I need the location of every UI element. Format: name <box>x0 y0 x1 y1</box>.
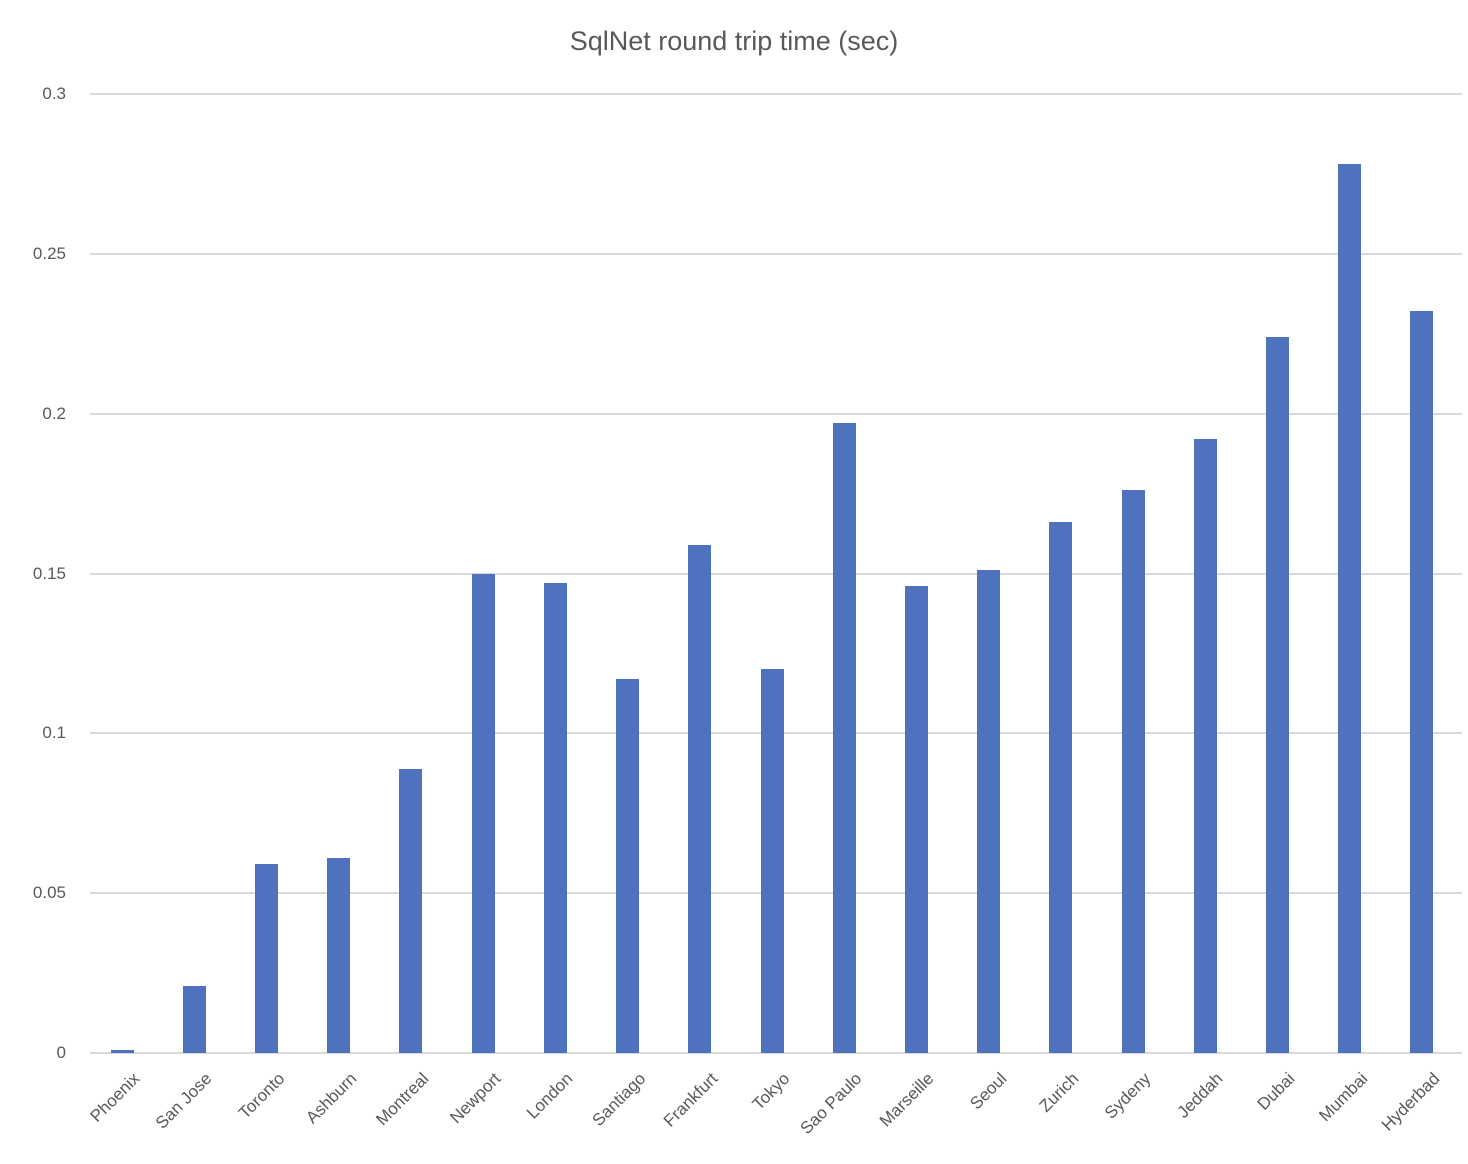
bar-seoul <box>977 570 1001 1053</box>
bar-frankfurt <box>688 544 712 1053</box>
x-tick-label: Tokyo <box>748 1069 794 1114</box>
bar-san-jose <box>182 985 206 1053</box>
y-tick-label: 0.3 <box>42 84 66 103</box>
bar-tokyo <box>760 669 784 1053</box>
bar-hyderbad <box>1410 311 1434 1053</box>
bar-ashburn <box>327 858 351 1053</box>
bar-sao-paulo <box>832 423 856 1053</box>
y-tick-label: 0.25 <box>32 243 66 263</box>
x-tick-label: Zurich <box>1035 1069 1083 1116</box>
bar-toronto <box>255 864 279 1053</box>
x-tick-label: San Jose <box>152 1069 216 1133</box>
bar-sydeny <box>1121 490 1145 1053</box>
x-tick-label: Frankfurt <box>659 1069 722 1131</box>
x-tick-label: Phoenix <box>86 1069 144 1126</box>
y-tick-label: 0.1 <box>42 723 66 743</box>
x-tick-label: Sao Paulo <box>796 1069 866 1138</box>
x-tick-label: Montreal <box>372 1069 433 1130</box>
x-tick-label: Ashburn <box>301 1069 361 1128</box>
y-tick-label: 0.05 <box>32 883 66 903</box>
gridline <box>90 572 1462 575</box>
gridline <box>90 1052 1462 1054</box>
x-tick-label: Marseille <box>876 1069 938 1131</box>
gridline <box>90 93 1462 95</box>
x-tick-label: Sydeny <box>1100 1069 1155 1123</box>
bar-montreal <box>399 768 423 1053</box>
x-tick-label: Newport <box>446 1069 505 1128</box>
y-tick-label: 0.2 <box>42 403 66 423</box>
bar-marseille <box>904 586 928 1053</box>
chart-title: SqlNet round trip time (sec) <box>569 26 899 56</box>
bar-mumbai <box>1338 164 1362 1053</box>
x-tick-label: Toronto <box>234 1069 288 1123</box>
x-tick-label: Mumbai <box>1314 1069 1372 1126</box>
plot-area: 0 0.05 0.1 0.15 0.2 0.25 0.3 Phoenix San Jose Tor… <box>33 84 1462 1138</box>
x-tick-label: London <box>523 1069 577 1123</box>
bar-dubai <box>1265 336 1289 1053</box>
bar-phoenix <box>110 1049 134 1053</box>
bar-zurich <box>1049 522 1073 1053</box>
x-tick-label: Dubai <box>1254 1069 1299 1114</box>
y-tick-label: 0 <box>56 1043 66 1062</box>
bar-london <box>543 583 567 1053</box>
bar-newport <box>471 573 495 1053</box>
y-tick-label: 0.15 <box>32 563 66 583</box>
bar-jeddah <box>1193 439 1217 1053</box>
x-tick-label: Jeddah <box>1173 1069 1227 1122</box>
gridline <box>90 412 1462 415</box>
bar-santiago <box>616 679 640 1053</box>
x-tick-label: Hyderbad <box>1377 1069 1444 1135</box>
x-tick-label: Santiago <box>588 1069 650 1130</box>
gridline <box>90 252 1462 255</box>
x-tick-label: Seoul <box>965 1069 1011 1114</box>
